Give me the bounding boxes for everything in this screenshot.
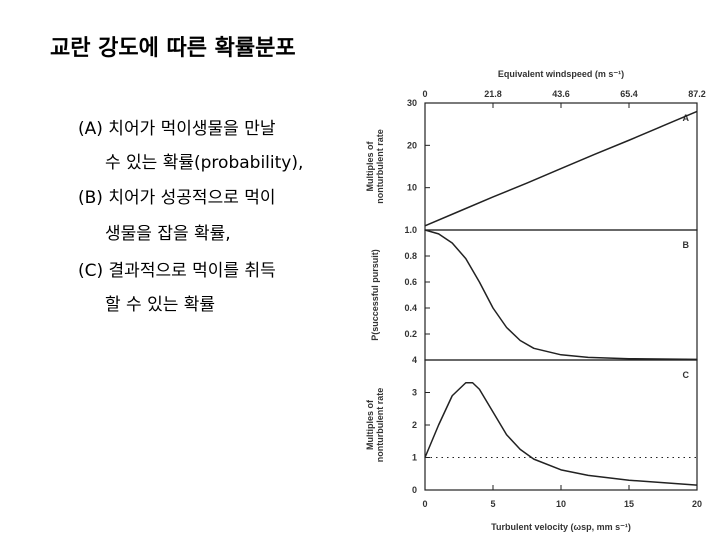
x-axis-label: Turbulent velocity (ωsp, mm s⁻¹) xyxy=(491,522,631,532)
y-tick-label: 4 xyxy=(412,355,417,365)
x2-tick-label: 65.4 xyxy=(620,89,638,99)
item: (B) 치어가 성공적으로 먹이 xyxy=(78,188,276,208)
y-axis-label: nonturbulent rate xyxy=(375,388,385,463)
item: 할 수 있는 확률 xyxy=(105,295,215,315)
y-tick-label: 0.6 xyxy=(404,277,417,287)
x2-tick-label: 21.8 xyxy=(484,89,502,99)
y-tick-label: 0 xyxy=(412,485,417,495)
x-tick-label: 15 xyxy=(624,499,634,509)
x2-axis-label: Equivalent windspeed (m s⁻¹) xyxy=(498,69,624,79)
y-tick-label: 3 xyxy=(412,388,417,398)
y-tick-label: 0.4 xyxy=(404,303,417,313)
y-tick-label: 0.8 xyxy=(404,251,417,261)
panel-letter: B xyxy=(683,240,690,250)
x-tick-label: 5 xyxy=(490,499,495,509)
item: 수 있는 확률(probability), xyxy=(105,153,303,173)
panel-letter: A xyxy=(683,113,690,123)
x-tick-label: 20 xyxy=(692,499,702,509)
x2-tick-label: 87.2 xyxy=(688,89,706,99)
x2-tick-label: 43.6 xyxy=(552,89,570,99)
y-tick-label: 10 xyxy=(407,183,417,193)
panel-frame xyxy=(424,102,698,231)
item: 생물을 잡을 확률, xyxy=(105,224,231,244)
y-tick-label: 20 xyxy=(407,140,417,150)
y-tick-label: 1.0 xyxy=(404,225,417,235)
slide-title: 교란 강도에 따른 확률분포 xyxy=(50,36,296,61)
panel-letter: C xyxy=(683,370,690,380)
y-axis-label: Multiples of xyxy=(365,141,375,192)
y-axis-label: P(successful pursuit) xyxy=(370,249,380,341)
y-tick-label: 1 xyxy=(412,453,417,463)
data-line xyxy=(424,110,698,227)
x2-tick-label: 0 xyxy=(422,89,427,99)
item: (C) 결과적으로 먹이를 취득 xyxy=(78,261,276,281)
data-line xyxy=(424,229,698,361)
x-tick-label: 10 xyxy=(556,499,566,509)
y-axis-label: Multiples of xyxy=(365,399,375,450)
item: (A) 치어가 먹이생물을 만날 xyxy=(78,119,276,139)
y-tick-label: 30 xyxy=(407,98,417,108)
y-axis-label: nonturbulent rate xyxy=(375,129,385,204)
y-tick-label: 0.2 xyxy=(404,329,417,339)
y-tick-label: 2 xyxy=(412,420,417,430)
x-tick-label: 0 xyxy=(422,499,427,509)
data-line xyxy=(424,382,698,486)
panel-frame xyxy=(424,229,698,361)
